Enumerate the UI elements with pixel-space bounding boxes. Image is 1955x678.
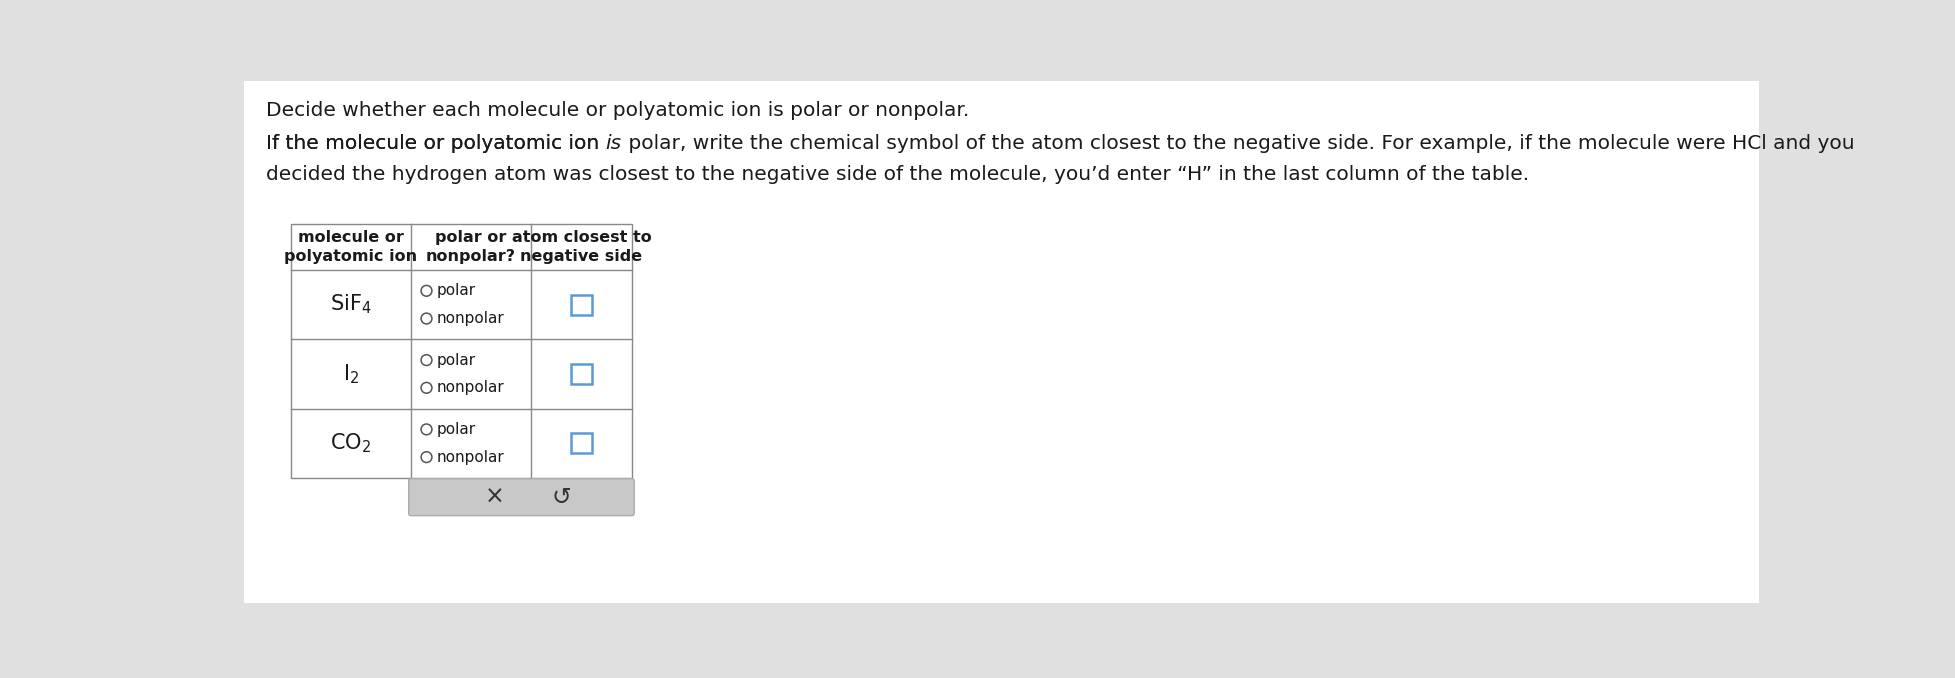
Text: is: is	[606, 134, 622, 153]
Text: If the molecule or polyatomic ion: If the molecule or polyatomic ion	[266, 134, 606, 153]
Text: polar or
nonpolar?: polar or nonpolar?	[426, 230, 516, 264]
Circle shape	[420, 424, 432, 435]
Circle shape	[420, 382, 432, 393]
Text: decided the hydrogen atom was closest to the negative side of the molecule, you’: decided the hydrogen atom was closest to…	[266, 165, 1529, 184]
Text: polar: polar	[436, 283, 475, 298]
FancyBboxPatch shape	[291, 224, 631, 478]
Text: nonpolar: nonpolar	[436, 380, 504, 395]
Text: If the molecule or polyatomic ion is polar, write the chemical symbol of the ato: If the molecule or polyatomic ion is pol…	[266, 134, 1855, 153]
Text: nonpolar: nonpolar	[436, 450, 504, 464]
FancyBboxPatch shape	[571, 433, 592, 454]
Circle shape	[420, 313, 432, 324]
Text: atom closest to
negative side: atom closest to negative side	[512, 230, 651, 264]
FancyBboxPatch shape	[571, 295, 592, 315]
Text: CO$_{2}$: CO$_{2}$	[330, 431, 371, 455]
FancyBboxPatch shape	[571, 364, 592, 384]
Text: Decide whether each molecule or polyatomic ion is polar or nonpolar.: Decide whether each molecule or polyatom…	[266, 100, 970, 119]
Circle shape	[420, 285, 432, 296]
Text: If the molecule or polyatomic ion: If the molecule or polyatomic ion	[266, 134, 606, 153]
Circle shape	[420, 452, 432, 462]
Text: polar, write the chemical symbol of the atom closest to the negative side. For e: polar, write the chemical symbol of the …	[622, 134, 1855, 153]
Text: SiF$_{4}$: SiF$_{4}$	[330, 293, 371, 317]
Text: ×: ×	[485, 485, 504, 509]
Circle shape	[420, 355, 432, 365]
Text: ↺: ↺	[551, 485, 571, 509]
FancyBboxPatch shape	[409, 479, 633, 516]
Text: molecule or
polyatomic ion: molecule or polyatomic ion	[283, 230, 418, 264]
Text: nonpolar: nonpolar	[436, 311, 504, 326]
Text: polar: polar	[436, 353, 475, 367]
Text: I$_{2}$: I$_{2}$	[342, 362, 360, 386]
Text: polar: polar	[436, 422, 475, 437]
FancyBboxPatch shape	[244, 81, 1760, 603]
